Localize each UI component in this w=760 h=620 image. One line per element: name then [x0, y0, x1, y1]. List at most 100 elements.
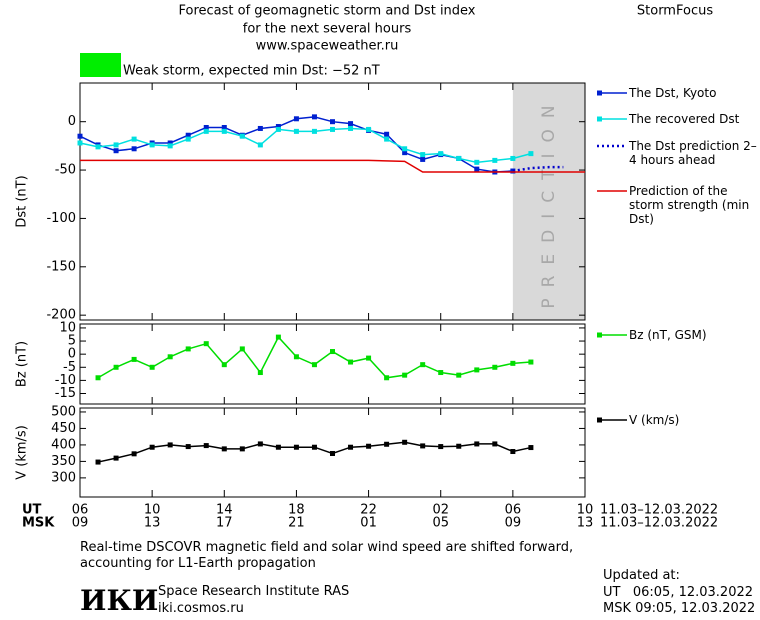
data-point	[348, 121, 354, 127]
x-tick-label: 05	[432, 516, 449, 531]
data-point	[366, 355, 372, 361]
data-point	[510, 155, 516, 161]
storm-label: Weak storm, expected min Dst: −52 nT	[123, 64, 380, 79]
x-tick-label: 18	[288, 503, 305, 518]
x-tick-label: 02	[432, 503, 449, 518]
x-range-label: 11.03–12.03.2022	[600, 503, 718, 518]
y-tick-label: 450	[51, 421, 76, 436]
data-point	[456, 443, 462, 449]
data-point	[330, 126, 335, 132]
x-tick-label: 10	[144, 503, 161, 518]
footer-note: Real-time DSCOVR magnetic field and sola…	[80, 540, 574, 571]
series-line	[79, 116, 513, 173]
data-point	[167, 143, 173, 149]
y-tick-label: 500	[51, 404, 76, 419]
y-tick-label: 350	[51, 454, 76, 469]
data-point	[456, 155, 462, 161]
data-point	[330, 119, 335, 125]
data-point	[420, 152, 426, 158]
data-point	[510, 449, 516, 455]
data-point	[257, 142, 263, 148]
data-point	[293, 354, 299, 360]
data-point	[167, 442, 173, 448]
data-point	[528, 445, 534, 451]
x-tick-label: 13	[144, 516, 161, 531]
prediction-label: PREDICTION	[539, 94, 559, 308]
data-point	[239, 446, 245, 452]
brand: StormFocus	[637, 4, 713, 19]
data-point	[384, 136, 390, 142]
data-point	[366, 443, 372, 449]
data-point	[456, 372, 462, 378]
prediction-band	[512, 83, 585, 320]
data-point	[492, 364, 498, 370]
data-point	[131, 356, 137, 362]
data-point	[348, 125, 354, 131]
x-tick-label: 09	[505, 516, 522, 531]
data-point	[348, 359, 354, 365]
data-point	[185, 346, 191, 352]
data-point	[275, 334, 281, 340]
data-point	[113, 455, 119, 461]
data-point	[366, 126, 372, 132]
title-line: for the next several hours	[243, 22, 412, 37]
y-tick-label: -10	[55, 373, 76, 388]
data-point	[528, 359, 534, 365]
data-point	[131, 146, 137, 152]
data-point	[275, 444, 281, 450]
legend-label: Prediction of the storm strength (min Ds…	[629, 184, 750, 226]
series-line	[79, 127, 532, 164]
data-point	[167, 140, 173, 146]
data-point	[384, 441, 390, 447]
x-tick-label: 14	[216, 503, 233, 518]
data-point	[149, 444, 155, 450]
data-point	[528, 151, 534, 157]
y-axis-label: Bz (nT)	[15, 341, 30, 387]
data-point	[402, 372, 408, 378]
data-point	[474, 166, 480, 172]
legend-label: The recovered Dst	[629, 112, 740, 126]
y-axis-label: Dst (nT)	[15, 175, 30, 227]
legend-label: V (km/s)	[629, 413, 680, 427]
data-point	[257, 370, 263, 376]
data-point	[113, 364, 119, 370]
data-point	[95, 459, 101, 465]
data-point	[330, 349, 335, 355]
data-point	[402, 146, 408, 152]
x-row-label: MSK	[22, 516, 55, 531]
data-point	[275, 124, 281, 130]
url: iki.cosmos.ru	[158, 601, 244, 616]
y-tick-label: 300	[51, 470, 76, 485]
data-point	[185, 444, 191, 450]
data-point	[420, 443, 426, 449]
updated: UT 06:05, 12.03.2022	[603, 585, 754, 600]
data-point	[492, 441, 498, 447]
data-point	[185, 136, 191, 142]
y-tick-label: -200	[46, 308, 76, 323]
data-point	[474, 441, 480, 447]
legend-marker	[597, 417, 602, 423]
data-point	[330, 450, 335, 456]
storm-swatch	[80, 53, 121, 77]
data-point	[275, 126, 281, 132]
data-point	[293, 444, 299, 450]
data-point	[203, 341, 209, 347]
x-tick-label: 09	[72, 516, 89, 531]
title-line: www.spaceweather.ru	[256, 39, 399, 54]
data-point	[311, 362, 317, 368]
data-point	[239, 133, 245, 139]
data-point	[149, 364, 155, 370]
y-tick-label: 5	[68, 334, 76, 349]
data-point	[113, 148, 119, 154]
updated: MSK 09:05, 12.03.2022	[603, 601, 756, 616]
data-point	[311, 128, 317, 134]
logo: ИКИ	[80, 584, 159, 617]
data-point	[384, 375, 390, 381]
data-point	[257, 441, 263, 447]
data-point	[77, 140, 83, 146]
data-point	[420, 362, 426, 368]
data-point	[438, 370, 444, 376]
data-point	[474, 367, 480, 373]
